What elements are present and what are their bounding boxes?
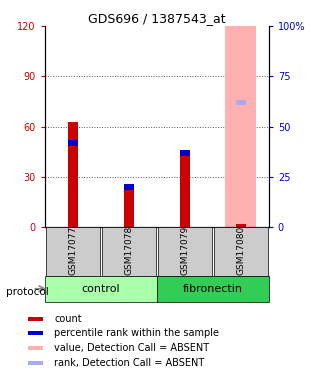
Bar [28, 361, 43, 364]
Bar [225, 6, 256, 227]
Bar [28, 346, 43, 350]
Title: GDS696 / 1387543_at: GDS696 / 1387543_at [88, 12, 226, 25]
Bar [45, 276, 157, 302]
Bar [236, 99, 246, 105]
Bar [157, 276, 269, 302]
Bar [46, 227, 100, 276]
Bar [28, 331, 43, 335]
Text: rank, Detection Call = ABSENT: rank, Detection Call = ABSENT [54, 358, 204, 368]
Bar [124, 184, 134, 190]
Bar [180, 150, 190, 156]
Text: GSM17080: GSM17080 [236, 226, 245, 275]
Bar [236, 99, 246, 105]
Text: GSM17077: GSM17077 [68, 226, 77, 275]
Bar [28, 317, 43, 321]
Text: GSM17079: GSM17079 [180, 226, 189, 275]
Bar [68, 122, 78, 227]
Bar [68, 140, 78, 146]
Text: control: control [82, 284, 120, 294]
Bar [180, 155, 190, 227]
Bar [236, 224, 246, 227]
Text: percentile rank within the sample: percentile rank within the sample [54, 328, 219, 338]
Bar [158, 227, 212, 276]
Bar [124, 190, 134, 227]
Text: fibronectin: fibronectin [183, 284, 243, 294]
Text: value, Detection Call = ABSENT: value, Detection Call = ABSENT [54, 343, 209, 352]
Text: GSM17078: GSM17078 [124, 226, 133, 275]
Text: count: count [54, 314, 82, 324]
Bar [102, 227, 156, 276]
Text: protocol: protocol [6, 287, 49, 297]
Bar [214, 227, 268, 276]
